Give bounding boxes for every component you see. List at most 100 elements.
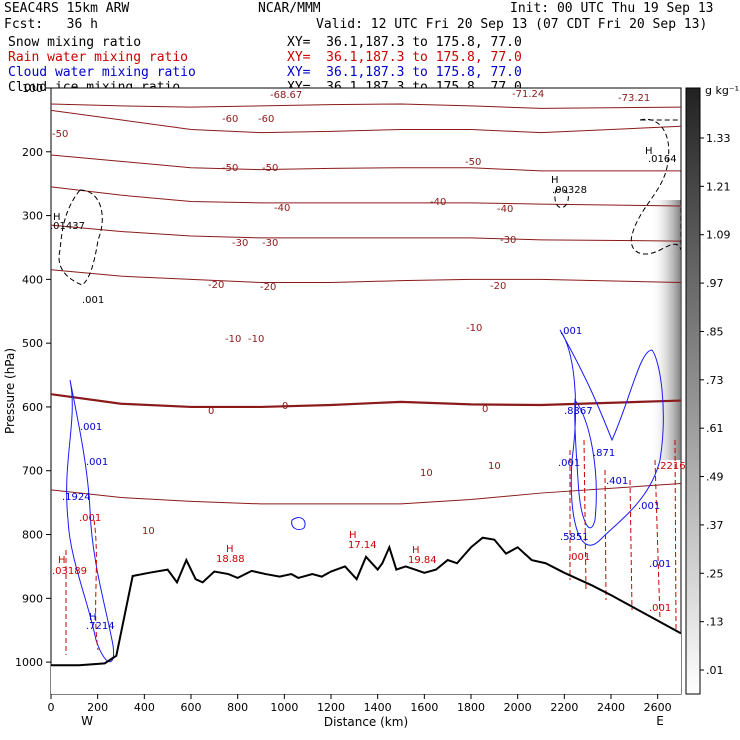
x-tick-label: 400 xyxy=(134,701,155,714)
extremum-label: H xyxy=(349,530,357,541)
extremum-label: .001 xyxy=(86,457,108,468)
extremum-label: .03189 xyxy=(52,566,87,577)
y-axis-label: Pressure (hPa) xyxy=(3,348,17,434)
cloud-water-contour-east-inner xyxy=(574,398,597,529)
temperature-contour xyxy=(51,393,681,409)
cloud-ice-contours xyxy=(58,118,681,286)
x-tick-label: 1600 xyxy=(410,701,438,714)
colorbar-ticks: 1.33 1.21 1.09 .97 .85 .73 .61 .49 .37 .25 .13 .01 xyxy=(700,132,731,677)
terrain-fill xyxy=(51,537,681,694)
extremum-label: .001 xyxy=(558,458,580,469)
extremum-label: H xyxy=(58,555,66,566)
contour-label: -30 xyxy=(262,238,278,249)
contour-label: -40 xyxy=(430,197,446,208)
extremum-label: .001 xyxy=(80,422,102,433)
colorbar-tick-label: .49 xyxy=(706,471,724,484)
x-axis-east-label: E xyxy=(656,714,664,728)
colorbar-tick-label: .25 xyxy=(706,567,724,580)
contour-label: -68.67 xyxy=(270,90,302,101)
extremum-label: .001 xyxy=(649,603,671,614)
extremum-label: .001 xyxy=(79,513,101,524)
colorbar-tick-label: .61 xyxy=(706,422,724,435)
field-label-cloud-water: Cloud water mixing ratio xyxy=(8,65,196,80)
contour-label: -40 xyxy=(497,204,513,215)
x-axis: 0 200 400 600 800 1000 1200 1400 1600 1800 2000 220… xyxy=(48,694,672,714)
contour-label: -20 xyxy=(260,282,276,293)
y-tick-label: 300 xyxy=(22,210,43,223)
extremum-label: 17.14 xyxy=(348,540,377,551)
y-tick-label: 900 xyxy=(22,592,43,605)
contour-label: -50 xyxy=(222,163,238,174)
init-time: Init: 00 UTC Thu 19 Sep 13 xyxy=(510,1,714,16)
field-label-rain: Rain water mixing ratio xyxy=(8,50,189,65)
x-tick-label: 200 xyxy=(87,701,108,714)
extremum-label: .00328 xyxy=(552,185,587,196)
temperature-contour xyxy=(51,109,681,134)
terrain xyxy=(51,537,681,694)
colorbar-tick-label: .73 xyxy=(706,374,724,387)
extremum-label: H xyxy=(226,544,234,555)
colorbar xyxy=(685,87,701,695)
contour-label: -60 xyxy=(258,114,274,125)
contour-label: -73.21 xyxy=(618,93,650,104)
extremum-label: H xyxy=(551,175,559,186)
colorbar-tick-label: .13 xyxy=(706,616,724,629)
extremum-label: H xyxy=(53,212,61,223)
temperature-contour xyxy=(51,186,681,207)
contour-label: -50 xyxy=(262,163,278,174)
y-tick-label: 1000 xyxy=(15,656,43,669)
contour-label: -10 xyxy=(248,334,264,345)
extremum-label: .7214 xyxy=(86,621,115,632)
y-tick-label: 500 xyxy=(22,337,43,350)
colorbar-tick-label: 1.33 xyxy=(706,132,731,145)
extremum-label: .0164 xyxy=(648,154,677,165)
cloud-water-contour-small xyxy=(291,517,306,531)
field-xy-rain: XY= 36.1,187.3 to 175.8, 77.0 xyxy=(287,50,522,65)
temperature-contour xyxy=(51,103,681,109)
extremum-label: .2216 xyxy=(657,461,686,472)
x-tick-label: 800 xyxy=(227,701,248,714)
x-tick-label: 2600 xyxy=(644,701,672,714)
extremum-label: .5851 xyxy=(560,532,589,543)
contour-labels: -60 -60 -50 -50 -50 -40 -40 -40 -30 -30 -30 -20 -20 -… xyxy=(52,89,650,537)
colorbar-tick-label: .37 xyxy=(706,519,724,532)
extremum-label: H xyxy=(645,146,653,157)
model-name: SEAC4RS 15km ARW xyxy=(4,1,130,16)
field-xy-snow: XY= 36.1,187.3 to 175.8, 77.0 xyxy=(287,35,522,50)
contour-label: -30 xyxy=(232,238,248,249)
extremum-label: H xyxy=(89,612,97,623)
contour-label: 0 xyxy=(282,401,288,412)
x-tick-label: 1000 xyxy=(270,701,298,714)
extremum-label: .1924 xyxy=(62,492,91,503)
valid-time: Valid: 12 UTC Fri 20 Sep 13 (07 CDT Fri … xyxy=(316,17,708,32)
extremum-label: .8367 xyxy=(564,406,593,417)
extremum-label: 19.84 xyxy=(408,555,437,566)
contour-label: 0 xyxy=(482,404,488,415)
center-name: NCAR/MMM xyxy=(258,1,321,16)
contour-label: -10 xyxy=(466,323,482,334)
extremum-label: 18.88 xyxy=(216,554,245,565)
x-tick-label: 1400 xyxy=(364,701,392,714)
contour-label: 10 xyxy=(420,468,433,479)
extremum-label: .871 xyxy=(593,448,615,459)
extremum-label: .001 xyxy=(560,326,582,337)
extremum-label: .001 xyxy=(649,559,671,570)
contour-label: -60 xyxy=(222,114,238,125)
y-tick-label: 800 xyxy=(22,529,43,542)
colorbar-tick-label: .97 xyxy=(706,277,724,290)
field-xy-cloud-water: XY= 36.1,187.3 to 175.8, 77.0 xyxy=(287,65,522,80)
colorbar-tick-label: 1.21 xyxy=(706,180,731,193)
y-tick-label: 400 xyxy=(22,273,43,286)
cloud-ice-contour-mid xyxy=(554,188,569,209)
contour-label: -20 xyxy=(490,281,506,292)
temperature-contour xyxy=(51,482,681,505)
cloud-water-contour-east xyxy=(559,329,664,546)
x-tick-label: 1800 xyxy=(457,701,485,714)
terrain-outline xyxy=(51,536,682,667)
temperature-contour xyxy=(51,154,681,172)
y-tick-label: 700 xyxy=(22,465,43,478)
y-tick-label: 600 xyxy=(22,401,43,414)
x-tick-label: 600 xyxy=(181,701,202,714)
